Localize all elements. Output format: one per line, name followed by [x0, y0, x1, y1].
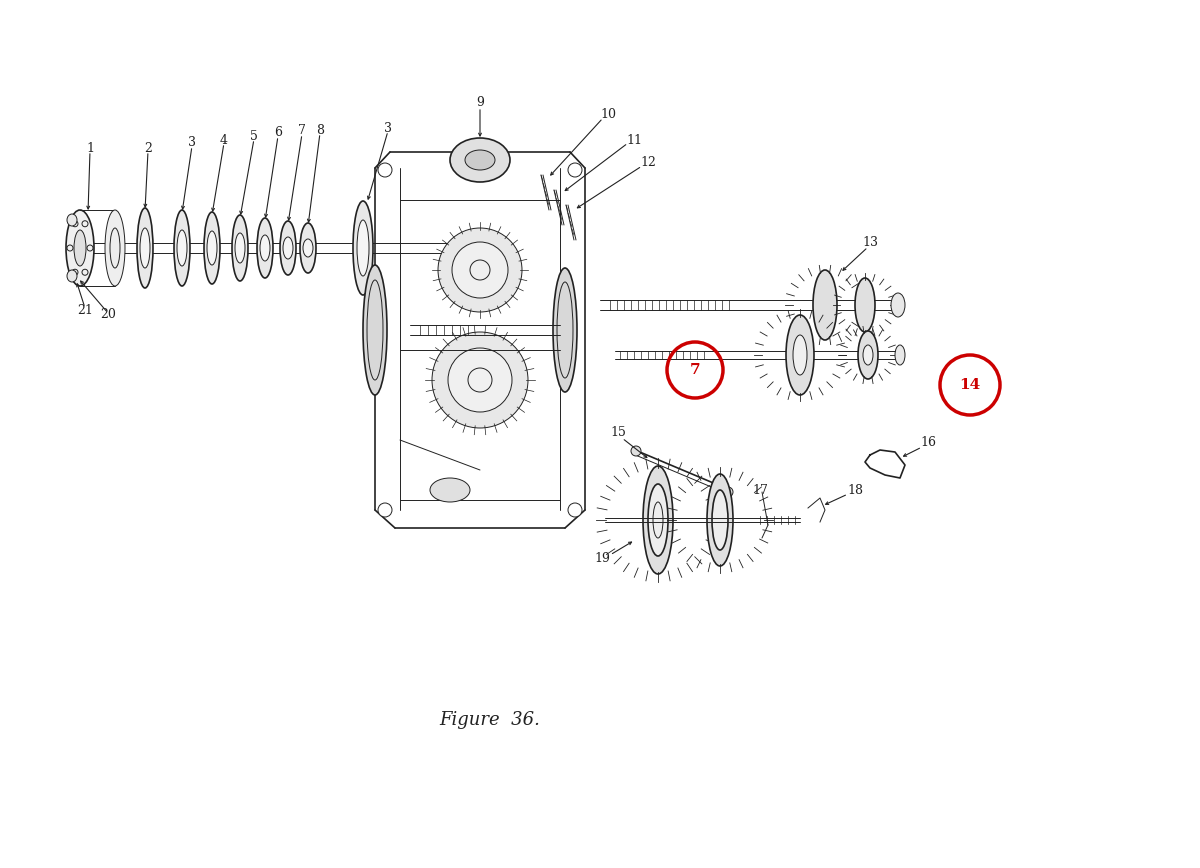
Text: 2: 2	[144, 141, 152, 155]
Ellipse shape	[631, 446, 641, 456]
Ellipse shape	[208, 231, 217, 265]
Ellipse shape	[364, 265, 386, 395]
Ellipse shape	[553, 268, 577, 392]
Text: 7: 7	[690, 363, 701, 377]
Ellipse shape	[432, 332, 528, 428]
Ellipse shape	[140, 228, 150, 268]
Ellipse shape	[448, 348, 512, 412]
Text: 14: 14	[959, 378, 980, 392]
Ellipse shape	[302, 239, 313, 257]
Text: 15: 15	[610, 425, 626, 438]
Ellipse shape	[648, 484, 668, 556]
Ellipse shape	[137, 208, 154, 288]
Ellipse shape	[74, 230, 86, 266]
Ellipse shape	[707, 474, 733, 566]
Ellipse shape	[814, 270, 838, 340]
Text: 8: 8	[316, 123, 324, 136]
Ellipse shape	[452, 242, 508, 298]
Text: 11: 11	[626, 134, 642, 147]
Ellipse shape	[895, 345, 905, 365]
Ellipse shape	[890, 293, 905, 317]
Ellipse shape	[174, 210, 190, 286]
Ellipse shape	[66, 210, 94, 286]
Text: 16: 16	[920, 437, 936, 450]
Ellipse shape	[793, 335, 808, 375]
Text: 1: 1	[86, 141, 94, 155]
Ellipse shape	[438, 228, 522, 312]
Text: Figure  36.: Figure 36.	[439, 711, 540, 729]
Ellipse shape	[235, 233, 245, 263]
Text: 21: 21	[77, 304, 92, 317]
Ellipse shape	[854, 278, 875, 332]
Text: 10: 10	[600, 108, 616, 122]
Ellipse shape	[378, 163, 392, 177]
Ellipse shape	[568, 163, 582, 177]
Ellipse shape	[257, 218, 274, 278]
Ellipse shape	[722, 487, 733, 497]
Text: 5: 5	[250, 129, 258, 142]
Ellipse shape	[378, 503, 392, 517]
Ellipse shape	[67, 270, 77, 282]
Text: 6: 6	[274, 127, 282, 140]
Text: 7: 7	[298, 124, 306, 137]
Text: 9: 9	[476, 96, 484, 109]
Ellipse shape	[450, 138, 510, 182]
Text: 19: 19	[594, 551, 610, 564]
Ellipse shape	[358, 220, 370, 276]
Ellipse shape	[178, 230, 187, 266]
Ellipse shape	[67, 214, 77, 226]
Text: 12: 12	[640, 156, 656, 169]
Text: 20: 20	[100, 308, 116, 321]
Ellipse shape	[204, 212, 220, 284]
Ellipse shape	[283, 237, 293, 259]
Ellipse shape	[643, 466, 673, 574]
Text: 13: 13	[862, 236, 878, 249]
Ellipse shape	[353, 201, 373, 295]
Text: 17: 17	[752, 483, 768, 496]
Ellipse shape	[260, 235, 270, 261]
Ellipse shape	[430, 478, 470, 502]
Text: 4: 4	[220, 134, 228, 147]
Text: 3: 3	[384, 122, 392, 135]
Ellipse shape	[568, 503, 582, 517]
Ellipse shape	[232, 215, 248, 281]
Ellipse shape	[466, 150, 496, 170]
Ellipse shape	[863, 345, 874, 365]
Ellipse shape	[858, 331, 878, 379]
Ellipse shape	[106, 210, 125, 286]
Text: 18: 18	[847, 483, 863, 496]
Text: 3: 3	[188, 136, 196, 149]
Ellipse shape	[280, 221, 296, 275]
Ellipse shape	[712, 490, 728, 550]
Ellipse shape	[786, 315, 814, 395]
Ellipse shape	[300, 223, 316, 273]
